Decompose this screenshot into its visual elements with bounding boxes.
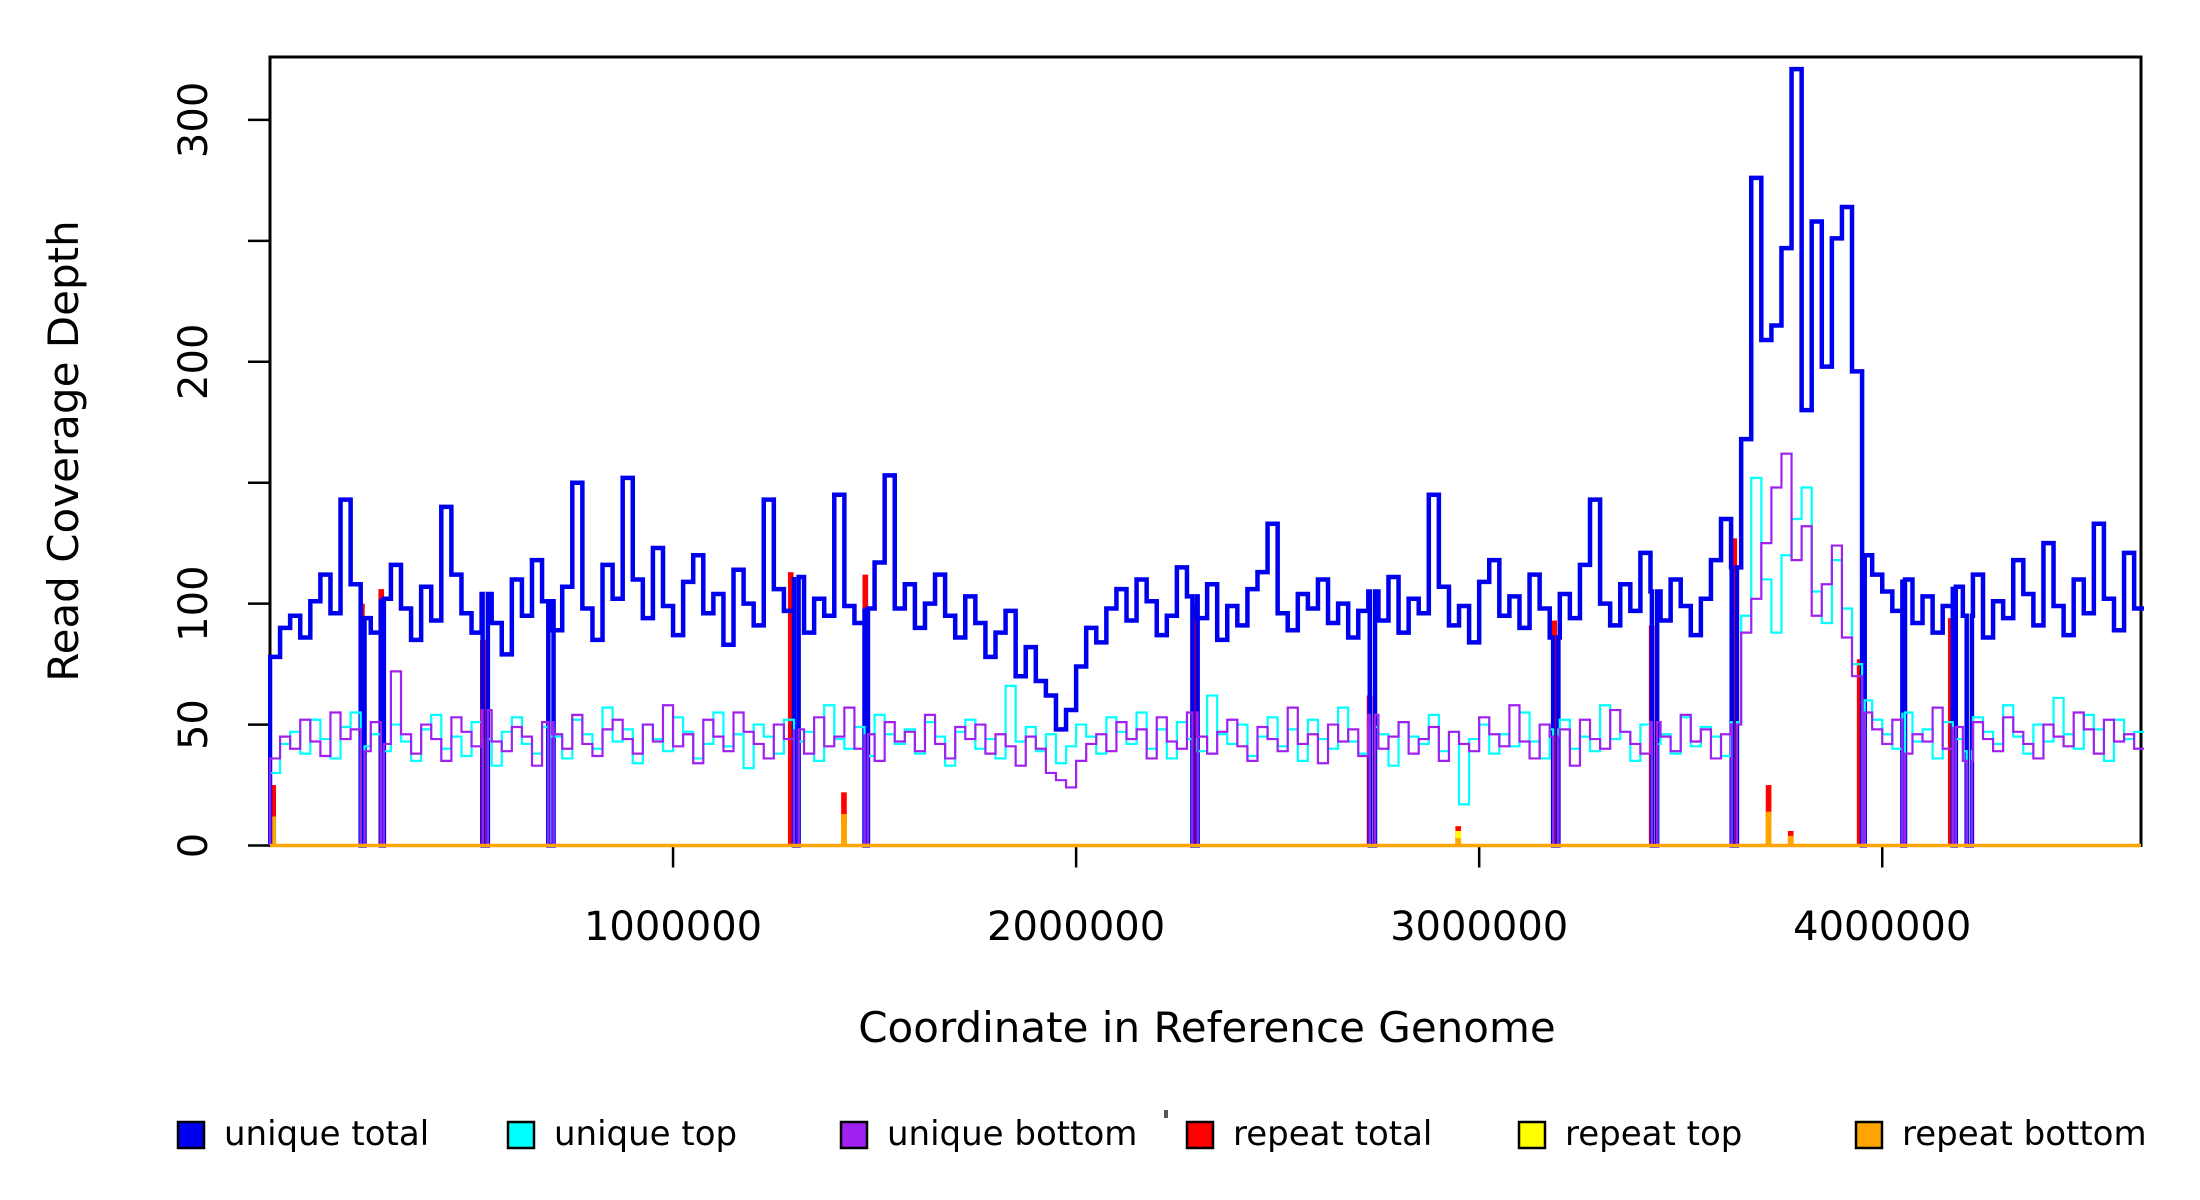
legend-label-repeat-bottom: repeat bottom (1902, 1114, 2147, 1154)
series-repeat-top (841, 818, 1772, 846)
series-unique-bottom (268, 452, 2144, 847)
spike (1455, 838, 1462, 846)
legend-swatch-repeat-top (1517, 1120, 1547, 1150)
spike (787, 572, 794, 846)
spike (270, 816, 277, 846)
series-repeat-bottom (270, 811, 1794, 846)
x-axis-title: Coordinate in Reference Genome (858, 1003, 1556, 1052)
legend-label-unique-bottom: unique bottom (887, 1114, 1137, 1154)
legend-swatch-repeat-total (1185, 1120, 1215, 1150)
x-tick-label: 4000000 (1793, 904, 1971, 950)
spike (841, 814, 847, 846)
legend-label-repeat-top: repeat top (1565, 1114, 1742, 1154)
legend-label-repeat-total: repeat total (1233, 1114, 1432, 1154)
legend-label-unique-top: unique top (554, 1114, 737, 1154)
series-unique-total (268, 66, 2144, 848)
spike (1731, 538, 1738, 846)
spike (1856, 659, 1863, 846)
spike (1787, 835, 1794, 846)
x-tick-label: 1000000 (584, 904, 762, 950)
legend-swatch-repeat-bottom (1854, 1120, 1884, 1150)
legend-swatch-unique-bottom (839, 1120, 869, 1150)
x-tick-label: 3000000 (1390, 904, 1568, 950)
spike (1192, 603, 1198, 846)
y-axis-title: Read Coverage Depth (39, 220, 88, 681)
y-tick-label: 300 (171, 82, 217, 158)
stray-mark (1164, 1110, 1168, 1118)
y-tick-label: 100 (171, 565, 217, 641)
y-tick-label: 0 (171, 833, 217, 858)
legend-swatch-unique-top (506, 1120, 536, 1150)
spike (270, 785, 277, 846)
y-tick-label: 200 (171, 324, 217, 400)
y-tick-label: 50 (171, 699, 217, 750)
spike (1765, 811, 1772, 846)
x-tick-label: 2000000 (987, 904, 1165, 950)
legend-label-unique-total: unique total (224, 1114, 429, 1154)
legend-swatch-unique-total (176, 1120, 206, 1150)
